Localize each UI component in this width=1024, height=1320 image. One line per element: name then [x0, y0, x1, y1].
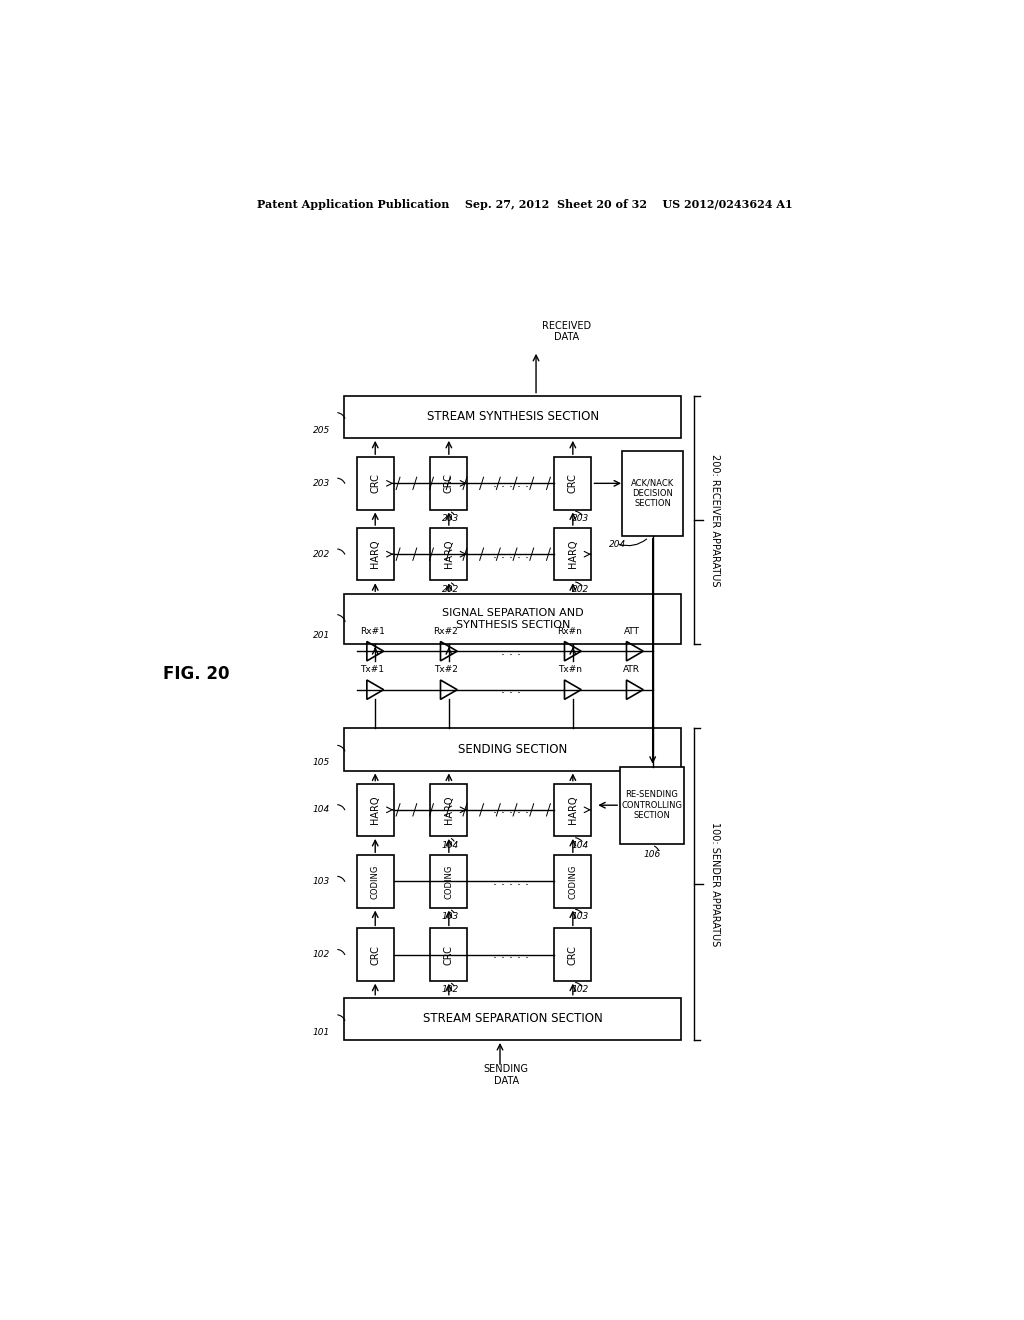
- Text: . . . . .: . . . . .: [493, 548, 528, 561]
- Bar: [356, 528, 394, 581]
- Text: CODING: CODING: [568, 865, 578, 899]
- Text: CRC: CRC: [568, 474, 578, 494]
- Text: Tx#1: Tx#1: [360, 665, 384, 675]
- Text: CRC: CRC: [371, 945, 380, 965]
- Bar: [430, 928, 467, 981]
- Text: . . .: . . .: [501, 644, 521, 657]
- Text: RE-SENDING
CONTROLLING
SECTION: RE-SENDING CONTROLLING SECTION: [622, 791, 682, 820]
- Text: SENDING SECTION: SENDING SECTION: [458, 743, 567, 756]
- Bar: [430, 855, 467, 908]
- Bar: [344, 594, 681, 644]
- Text: 102: 102: [313, 950, 331, 960]
- Text: 204: 204: [608, 540, 626, 549]
- Text: 205: 205: [313, 426, 331, 434]
- Bar: [554, 855, 592, 908]
- Text: ATR: ATR: [624, 665, 640, 675]
- Text: 104: 104: [313, 805, 331, 814]
- Bar: [344, 396, 681, 438]
- Bar: [344, 998, 681, 1040]
- Text: HARQ: HARQ: [568, 796, 578, 824]
- Text: CRC: CRC: [568, 945, 578, 965]
- Text: CODING: CODING: [371, 865, 380, 899]
- Bar: [344, 729, 681, 771]
- Text: 102: 102: [572, 986, 589, 994]
- Text: HARQ: HARQ: [443, 540, 454, 569]
- Text: Tx#2: Tx#2: [434, 665, 458, 675]
- Bar: [621, 767, 684, 843]
- Text: CODING: CODING: [444, 865, 454, 899]
- Text: 105: 105: [313, 759, 331, 767]
- Text: Rx#2: Rx#2: [433, 627, 458, 636]
- Text: . . . . .: . . . . .: [493, 948, 528, 961]
- Text: ATT: ATT: [624, 627, 640, 636]
- Bar: [623, 451, 683, 536]
- Text: SIGNAL SEPARATION AND
SYNTHESIS SECTION: SIGNAL SEPARATION AND SYNTHESIS SECTION: [442, 609, 584, 630]
- Text: ACK/NACK
DECISION
SECTION: ACK/NACK DECISION SECTION: [631, 478, 674, 508]
- Text: STREAM SYNTHESIS SECTION: STREAM SYNTHESIS SECTION: [427, 411, 599, 424]
- Text: 103: 103: [313, 876, 331, 886]
- Bar: [430, 528, 467, 581]
- Bar: [554, 928, 592, 981]
- Text: 203: 203: [313, 479, 331, 488]
- Text: 100: SENDER APPARATUS: 100: SENDER APPARATUS: [711, 822, 721, 946]
- Text: CRC: CRC: [371, 474, 380, 494]
- Text: . . . . .: . . . . .: [493, 804, 528, 816]
- Text: . . . . .: . . . . .: [493, 875, 528, 888]
- Text: Rx#1: Rx#1: [359, 627, 385, 636]
- Bar: [554, 784, 592, 836]
- Text: HARQ: HARQ: [443, 796, 454, 824]
- Text: 106: 106: [643, 850, 660, 859]
- Text: 203: 203: [572, 515, 589, 523]
- Text: 102: 102: [441, 986, 459, 994]
- Text: 103: 103: [572, 912, 589, 921]
- Bar: [554, 528, 592, 581]
- Text: CRC: CRC: [443, 474, 454, 494]
- Bar: [356, 457, 394, 510]
- Text: CRC: CRC: [443, 945, 454, 965]
- Bar: [430, 457, 467, 510]
- Bar: [430, 784, 467, 836]
- Text: 203: 203: [441, 515, 459, 523]
- Bar: [356, 784, 394, 836]
- Text: 103: 103: [441, 912, 459, 921]
- Bar: [356, 855, 394, 908]
- Bar: [356, 928, 394, 981]
- Text: 202: 202: [572, 585, 589, 594]
- Text: . . .: . . .: [501, 684, 521, 696]
- Text: HARQ: HARQ: [568, 540, 578, 569]
- Text: Patent Application Publication    Sep. 27, 2012  Sheet 20 of 32    US 2012/02436: Patent Application Publication Sep. 27, …: [257, 199, 793, 210]
- Text: 104: 104: [572, 841, 589, 850]
- Text: STREAM SEPARATION SECTION: STREAM SEPARATION SECTION: [423, 1012, 603, 1026]
- Text: 201: 201: [313, 631, 331, 639]
- Text: 202: 202: [441, 585, 459, 594]
- Text: Tx#n: Tx#n: [558, 665, 582, 675]
- Text: . . . . .: . . . . .: [493, 477, 528, 490]
- Text: 202: 202: [313, 549, 331, 558]
- Text: Rx#n: Rx#n: [557, 627, 583, 636]
- Text: HARQ: HARQ: [371, 796, 380, 824]
- Bar: [554, 457, 592, 510]
- Text: FIG. 20: FIG. 20: [163, 665, 229, 684]
- Text: RECEIVED
DATA: RECEIVED DATA: [543, 321, 592, 342]
- Text: 200: RECEIVER APPARATUS: 200: RECEIVER APPARATUS: [711, 454, 721, 586]
- Text: SENDING
DATA: SENDING DATA: [483, 1064, 528, 1085]
- Text: 104: 104: [441, 841, 459, 850]
- Text: 101: 101: [313, 1028, 331, 1036]
- Text: HARQ: HARQ: [371, 540, 380, 569]
